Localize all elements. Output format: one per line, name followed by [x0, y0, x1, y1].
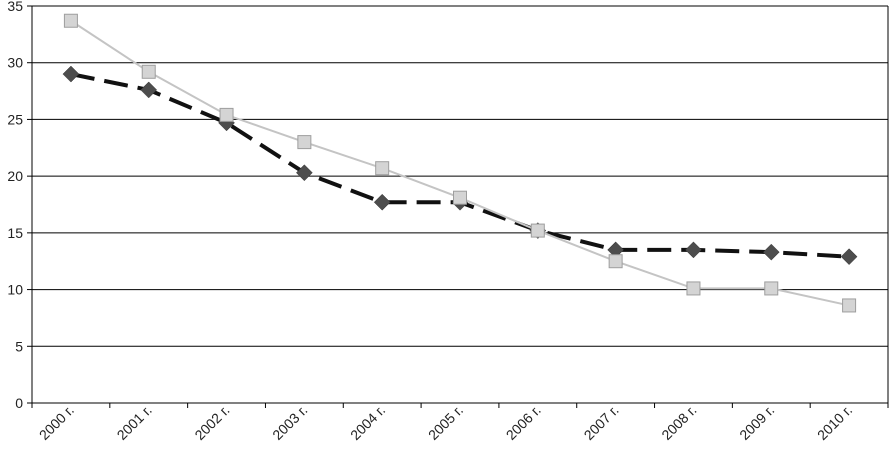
axes [27, 5, 889, 408]
series-1-point [140, 81, 158, 99]
x-tick-label: 2000 г. [36, 402, 77, 443]
series-1-point [62, 65, 80, 83]
series-2-point [297, 135, 312, 150]
series-2-point [141, 64, 156, 79]
x-tick-label: 2009 г. [736, 402, 777, 443]
y-tick-label: 35 [7, 0, 23, 14]
series-2-point [453, 190, 467, 205]
y-tick-label: 5 [15, 338, 23, 354]
y-tick-label: 0 [15, 395, 23, 411]
series-2 [63, 13, 857, 313]
y-tick-label: 20 [7, 168, 23, 184]
series-group [62, 13, 858, 313]
x-tick-label: 2002 г. [191, 402, 232, 443]
gridlines [32, 5, 888, 347]
x-tick-label: 2006 г. [503, 402, 544, 443]
x-tick-label: 2007 г. [581, 402, 622, 443]
y-axis-tick-labels: 0 5 10 15 20 25 30 35 [7, 0, 23, 411]
series-1-point [840, 248, 858, 266]
series-2-point [219, 107, 234, 122]
series-2-point [375, 161, 390, 176]
series-1-point [296, 164, 313, 182]
y-tick-label: 10 [7, 282, 23, 298]
x-tick-label: 2008 г. [658, 402, 699, 443]
series-2-point [530, 223, 545, 238]
x-tick-label: 2010 г. [814, 402, 855, 443]
series-2-line [70, 19, 850, 307]
series-2-point [608, 254, 623, 269]
x-tick-label: 2001 г. [114, 402, 155, 443]
series-2-point [686, 281, 701, 296]
x-tick-label: 2004 г. [347, 402, 388, 443]
y-tick-label: 15 [7, 225, 23, 241]
y-tick-label: 30 [7, 55, 23, 71]
series-1-point [762, 243, 780, 261]
series-1-line [70, 72, 850, 259]
x-tick-label: 2003 г. [269, 402, 310, 443]
series-2-point [842, 298, 857, 313]
y-tick-label: 25 [7, 111, 23, 127]
x-tick-label: 2005 г. [425, 402, 466, 443]
series-2-point [764, 281, 779, 296]
series-1-point [685, 241, 702, 259]
series-1-point [373, 193, 391, 211]
series-2-point [63, 13, 78, 28]
series-1 [62, 65, 858, 266]
